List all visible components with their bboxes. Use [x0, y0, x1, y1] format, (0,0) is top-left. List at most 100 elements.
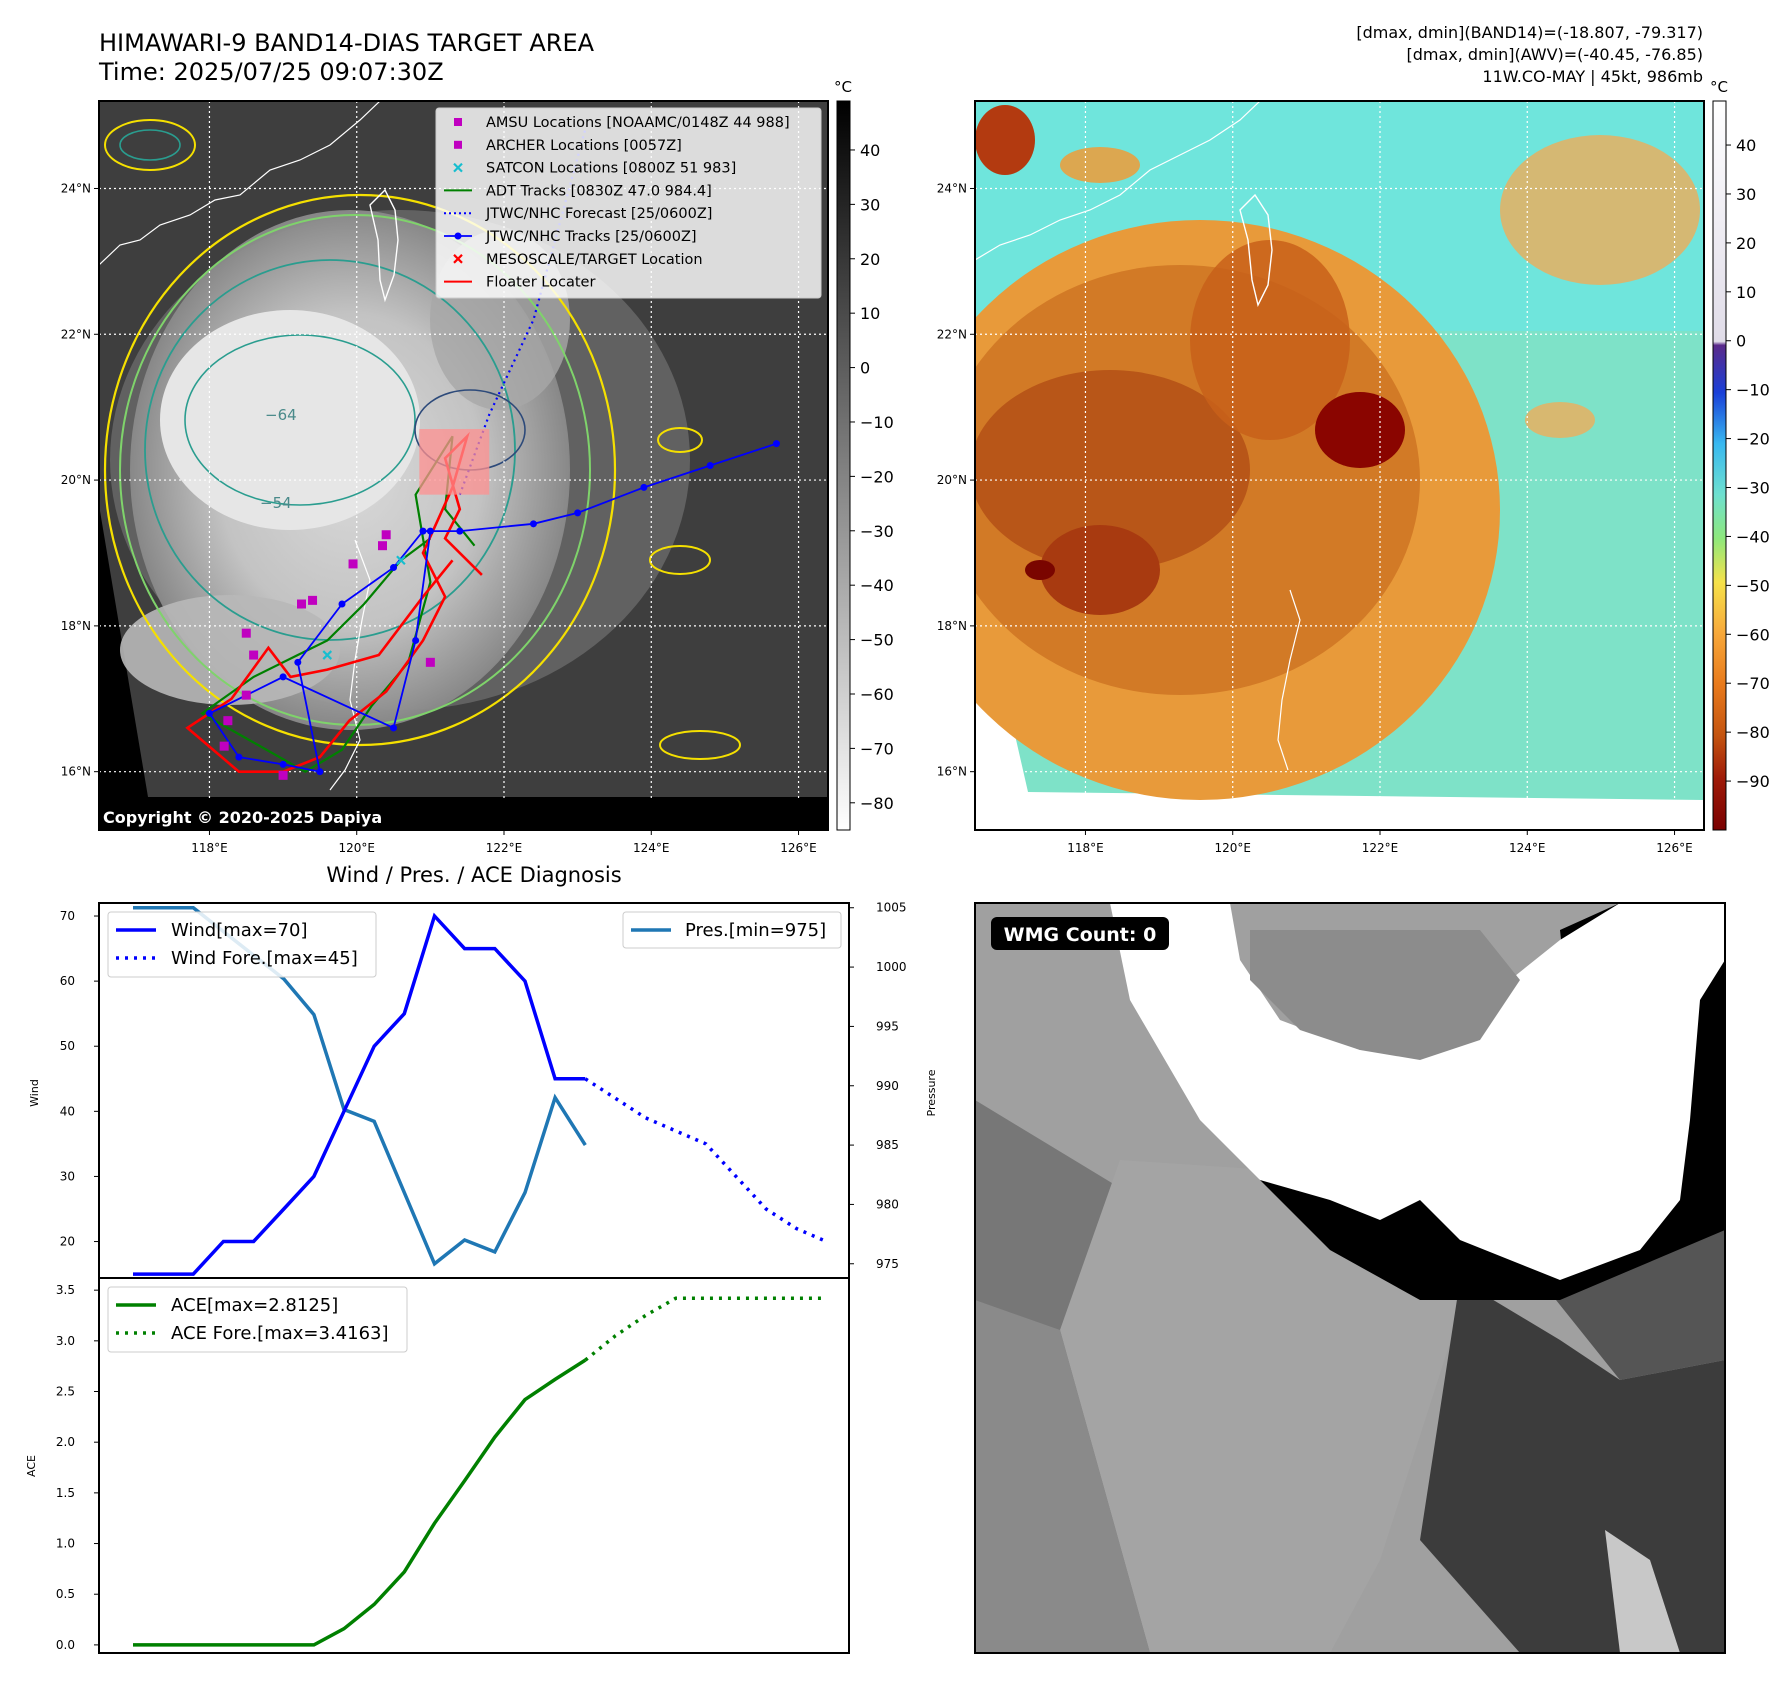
legend-x-icon: [453, 162, 463, 173]
legend-label: JTWC/NHC Forecast [25/0600Z]: [485, 206, 712, 222]
legend-dot-icon: [454, 232, 462, 240]
wind-tick-label: 60: [60, 974, 75, 988]
ace-tick-label: 1.5: [56, 1486, 75, 1500]
awv-colorbar: [1712, 100, 1727, 831]
figure-title: HIMAWARI-9 BAND14-DIAS TARGET AREA: [99, 29, 595, 57]
colorbar-tick-label: 30: [860, 195, 880, 214]
pressure-tick-label: 990: [876, 1079, 899, 1093]
ace-tick-label: 0.5: [56, 1587, 75, 1601]
ace-line: [133, 1358, 587, 1647]
jtwc-track-point: [456, 527, 464, 535]
contour-yellow-se: [649, 545, 711, 575]
wind-tick-label: 50: [60, 1039, 75, 1053]
awv-lon-label: 120°E: [1214, 841, 1251, 855]
wind-tick-label: 40: [60, 1104, 75, 1118]
contour-yellow-e: [657, 427, 703, 453]
colorbar-tick-label: 30: [1736, 185, 1756, 204]
amsu-marker: [348, 559, 358, 569]
awv-dry-nw: [975, 105, 1035, 175]
ace-tick-label: 1.0: [56, 1537, 75, 1551]
figure-time: Time: 2025/07/25 09:07:30Z: [98, 58, 444, 86]
amsu-marker: [223, 716, 233, 726]
wind-forecast-line: [584, 1077, 828, 1244]
wind-tick-label: 30: [60, 1169, 75, 1183]
satcon-markers: [322, 555, 406, 660]
colorbar-tick-label: −70: [1736, 674, 1770, 693]
colorbar-tick-label: −10: [1736, 381, 1770, 400]
legend-box: [435, 107, 822, 299]
pressure-tick-label: 980: [876, 1197, 899, 1211]
amsu-marker: [241, 690, 251, 700]
copyright-text: Copyright © 2020-2025 Dapiya: [103, 808, 382, 827]
contour-teal-inner: [184, 334, 416, 506]
awv-dry-spot: [1025, 560, 1055, 580]
wmg-region-mid: [1060, 1160, 1470, 1653]
legend-label: ARCHER Locations [0057Z]: [486, 138, 682, 154]
colorbar-tick-label: 10: [1736, 283, 1756, 302]
info-storm: 11W.CO-MAY | 45kt, 986mb: [1482, 67, 1703, 86]
jtwc-track-point: [419, 527, 427, 535]
amsu-marker: [308, 595, 318, 605]
ir-lat-label: 22°N: [61, 327, 91, 341]
contour-label-54: −54: [260, 494, 292, 512]
jtwc-track-point: [640, 483, 648, 491]
awv-lon-label: 118°E: [1067, 841, 1104, 855]
awv-lat-label: 16°N: [937, 765, 967, 779]
ir-lat-label: 24°N: [61, 181, 91, 195]
colorbar-tick-label: −90: [1736, 772, 1770, 791]
amsu-marker: [278, 770, 288, 780]
awv-map-panel: 118°E 120°E 122°E 124°E 126°E 24°N 22°N 20°N 18°…: [937, 78, 1770, 855]
colorbar-tick-label: −50: [1736, 576, 1770, 595]
wmg-center-white: [1260, 1040, 1500, 1150]
jtwc-track-point: [338, 600, 346, 608]
colorbar-tick-label: −50: [860, 631, 894, 650]
awv-coastline-taiwan: [1239, 193, 1273, 308]
pressure-tick-label: 985: [876, 1138, 899, 1152]
pressure-tick-label: 995: [876, 1019, 899, 1033]
legend-item: MESOSCALE/TARGET Location: [453, 252, 703, 268]
contour-yellow-nw: [104, 119, 196, 171]
wind-line: [133, 912, 586, 1276]
colorbar-tick-label: −80: [860, 794, 894, 813]
legend-label: Floater Locater: [486, 275, 595, 291]
wmg-center-gray: [1250, 930, 1520, 1060]
colorbar-tick-label: −70: [860, 739, 894, 758]
coastline-taiwan: [369, 188, 399, 303]
legend-square-icon: [454, 118, 462, 126]
colorbar-tick-label: −30: [1736, 479, 1770, 498]
target-area-box: [419, 429, 490, 495]
contour-yellow-outer: [103, 193, 617, 747]
colorbar-tick-label: −80: [1736, 723, 1770, 742]
jtwc-track-points: [205, 440, 780, 776]
colorbar-tick-label: 10: [860, 304, 880, 323]
awv-map-frame: [974, 100, 1705, 831]
awv-colorbar-ticks: 40 30 20 10 0 −10 −20 −30 −40 −50 −60 −70 −80 −90: [1726, 136, 1770, 791]
pressure-legend-box: [622, 911, 842, 949]
wmg-count-label: WMG Count: 0: [1004, 924, 1157, 946]
jtwc-track-point: [316, 768, 324, 776]
pressure-tick-label: 975: [876, 1257, 899, 1271]
ir-lon-label: 120°E: [338, 841, 375, 855]
ir-lon-label: 126°E: [780, 841, 817, 855]
colorbar-tick-label: −10: [860, 413, 894, 432]
contour-yellow-s: [659, 730, 741, 760]
jtwc-track-point: [235, 753, 243, 761]
awv-graticule: [975, 101, 1704, 830]
colorbar-tick-label: 20: [860, 250, 880, 269]
amsu-marker: [241, 628, 251, 638]
amsu-markers: [219, 530, 435, 780]
wmg-region-light: [1605, 1530, 1680, 1653]
ir-lon-label: 122°E: [486, 841, 523, 855]
awv-storm-core: [1315, 392, 1405, 468]
colorbar-tick-label: −40: [1736, 527, 1770, 546]
awv-lon-label: 126°E: [1656, 841, 1693, 855]
awv-lat-label: 22°N: [937, 327, 967, 341]
ir-lat-label: 18°N: [61, 619, 91, 633]
legend-label: SATCON Locations [0800Z 51 983]: [486, 161, 736, 177]
colorbar-tick-label: −60: [1736, 625, 1770, 644]
pressure-ylabel: Pressure: [925, 1069, 938, 1116]
ir-colorbar-ticks: 40 30 20 10 0 −10 −20 −30 −40 −50 −60 −70 −80: [850, 141, 894, 813]
ace-fore-legend-label: ACE Fore.[max=3.4163]: [171, 1323, 389, 1344]
jtwc-track-point: [412, 636, 420, 644]
